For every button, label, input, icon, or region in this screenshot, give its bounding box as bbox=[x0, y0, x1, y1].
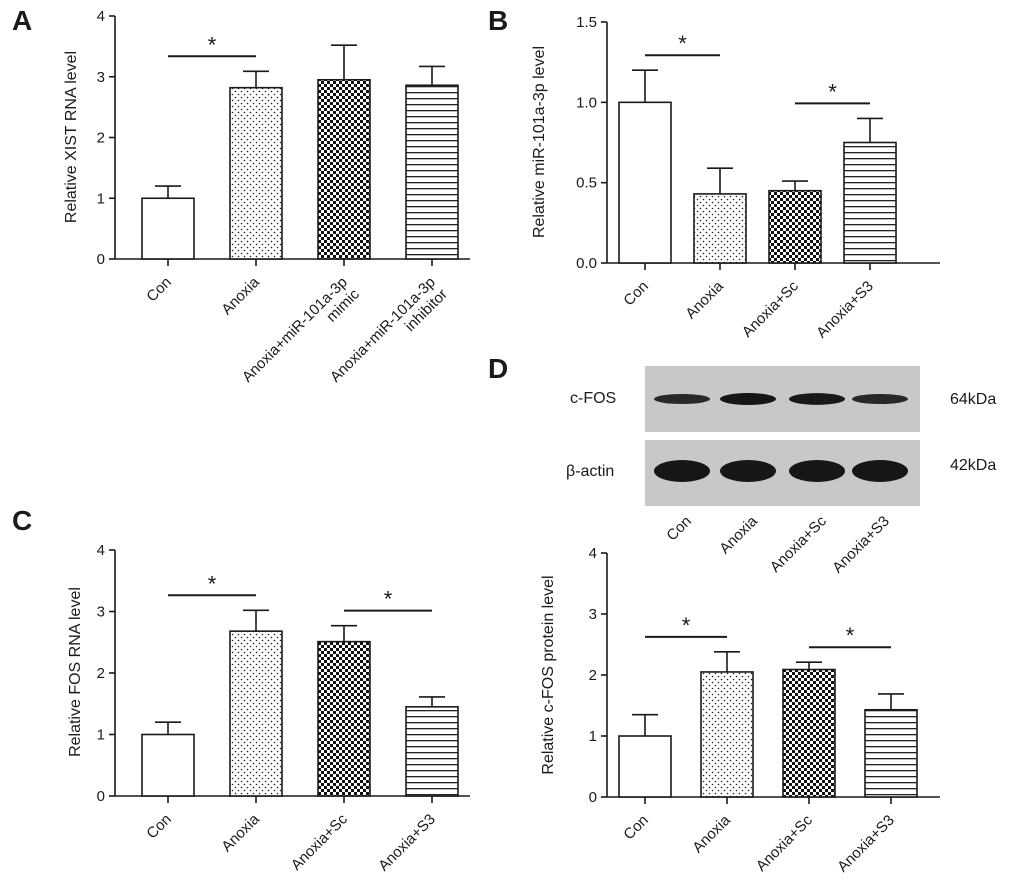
panel-a-bar-1 bbox=[229, 86, 283, 260]
blot-row-label-beta-actin: β-actin bbox=[566, 463, 614, 480]
panel-b-bar-3 bbox=[843, 141, 897, 264]
panel-c-y-tick-label: 1 bbox=[97, 727, 105, 744]
panel-d-y-tick-label: 1 bbox=[589, 728, 597, 745]
blot-size-c-fos: 64kDa bbox=[950, 391, 996, 408]
blot-lane-label: Con bbox=[663, 513, 694, 544]
panel-d-bar-0 bbox=[618, 735, 672, 798]
panel-d-y-tick-label: 2 bbox=[589, 667, 597, 684]
blot-band-0-2 bbox=[789, 393, 845, 405]
panel-b-category-label: Anoxia+Sc bbox=[739, 277, 802, 340]
blot-band-0-3 bbox=[852, 393, 908, 405]
panel-d-bar-2 bbox=[782, 668, 836, 798]
panel-b-category-label: Con bbox=[620, 278, 651, 309]
chart-panel-b: 0.0 0.5 1.0 1.5 Relative miR-101a-3p level Co… bbox=[531, 14, 940, 341]
panel-a-y-tick-label: 4 bbox=[97, 8, 105, 25]
blot-band-1-3 bbox=[852, 460, 908, 482]
panel-d-bar-1 bbox=[700, 671, 754, 798]
panel-b-category-label: Anoxia+S3 bbox=[813, 278, 877, 342]
panel-d-category-label: Con bbox=[620, 812, 651, 843]
panel-b-y-tick-label: 1.0 bbox=[576, 94, 597, 111]
panel-a-significance-star: * bbox=[208, 32, 217, 57]
western-blot: c-FOS β-actin 64kDa 42kDa Con Anoxia Anoxi… bbox=[566, 366, 996, 576]
panel-c-category-label: Anoxia+Sc bbox=[288, 810, 351, 873]
blot-lane-label: Anoxia bbox=[716, 512, 761, 557]
blot-band-1-2 bbox=[789, 460, 845, 482]
panel-b-y-axis-label: Relative miR-101a-3p level bbox=[531, 46, 548, 238]
panel-d-y-tick-label: 0 bbox=[589, 789, 597, 806]
panel-d-category-label: Anoxia+Sc bbox=[753, 811, 816, 874]
panel-d-category-label: Anoxia+S3 bbox=[834, 812, 898, 876]
blot-size-beta-actin: 42kDa bbox=[950, 457, 996, 474]
panel-d-y-tick-label: 4 bbox=[589, 545, 597, 562]
panel-c-bar-1 bbox=[229, 630, 283, 797]
panel-b-y-tick-label: 0.0 bbox=[576, 255, 597, 272]
panel-d-category-label: Anoxia bbox=[689, 811, 734, 856]
panel-d-significance-star: * bbox=[846, 623, 855, 648]
blot-band-0-1 bbox=[720, 393, 776, 405]
panel-b-bar-0 bbox=[618, 101, 672, 264]
blot-lane-label: Anoxia+Sc bbox=[767, 512, 830, 575]
panel-c-category-label: Con bbox=[143, 811, 174, 842]
panel-c-significance-star: * bbox=[208, 571, 217, 596]
panel-a-category-label: Con bbox=[143, 274, 174, 305]
blot-band-0-0 bbox=[654, 393, 710, 405]
panel-a-y-tick-label: 2 bbox=[97, 130, 105, 147]
panel-b-y-tick-label: 0.5 bbox=[576, 175, 597, 192]
panel-d-bar-3 bbox=[864, 708, 918, 798]
panel-c-y-axis-label: Relative FOS RNA level bbox=[67, 587, 84, 757]
panel-a-bar-3 bbox=[405, 84, 459, 260]
chart-panel-c: 0 1 2 3 4 Relative FOS RNA level Con Anoxia Anox… bbox=[67, 542, 470, 874]
blot-row-label-c-fos: c-FOS bbox=[570, 390, 616, 407]
panel-c-bar-0 bbox=[141, 733, 195, 797]
blot-band-1-1 bbox=[720, 460, 776, 482]
panel-a-y-tick-label: 1 bbox=[97, 190, 105, 207]
blot-lane-label: Anoxia+S3 bbox=[829, 513, 893, 577]
panel-c-y-tick-label: 2 bbox=[97, 665, 105, 682]
panel-d-y-axis-label: Relative c-FOS protein level bbox=[540, 575, 557, 774]
panel-c-bar-3 bbox=[405, 706, 459, 797]
panel-letter-c: C bbox=[12, 505, 32, 536]
panel-a-y-tick-label: 3 bbox=[97, 69, 105, 86]
panel-c-category-label: Anoxia+S3 bbox=[375, 811, 439, 875]
panel-b-y-tick-label: 1.5 bbox=[576, 14, 597, 31]
panel-a-y-axis-label: Relative XIST RNA level bbox=[63, 51, 80, 223]
panel-c-y-tick-label: 0 bbox=[97, 788, 105, 805]
panel-c-y-tick-label: 4 bbox=[97, 542, 105, 559]
panel-d-y-tick-label: 3 bbox=[589, 606, 597, 623]
panel-b-significance-star: * bbox=[828, 79, 837, 104]
panel-b-bar-2 bbox=[768, 189, 822, 264]
panel-a-category-label: Anoxia bbox=[218, 273, 263, 318]
panel-b-significance-star: * bbox=[678, 31, 687, 56]
panel-letter-a: A bbox=[12, 5, 32, 36]
panel-letter-d: D bbox=[488, 353, 508, 384]
chart-panel-d: 0 1 2 3 4 Relative c-FOS protein level Con Anox… bbox=[540, 545, 940, 875]
panel-letter-b: B bbox=[488, 5, 508, 36]
panel-d-significance-star: * bbox=[682, 613, 691, 638]
panel-a-bar-0 bbox=[141, 197, 195, 260]
panel-c-bar-2 bbox=[317, 640, 371, 797]
panel-c-significance-star: * bbox=[384, 587, 393, 612]
panel-b-category-label: Anoxia bbox=[682, 277, 727, 322]
panel-c-category-label: Anoxia bbox=[218, 810, 263, 855]
blot-band-1-0 bbox=[654, 460, 710, 482]
panel-b-bar-1 bbox=[693, 193, 747, 264]
panel-a-y-tick-label: 0 bbox=[97, 251, 105, 268]
panel-a-bar-2 bbox=[317, 78, 371, 260]
panel-c-y-tick-label: 3 bbox=[97, 604, 105, 621]
